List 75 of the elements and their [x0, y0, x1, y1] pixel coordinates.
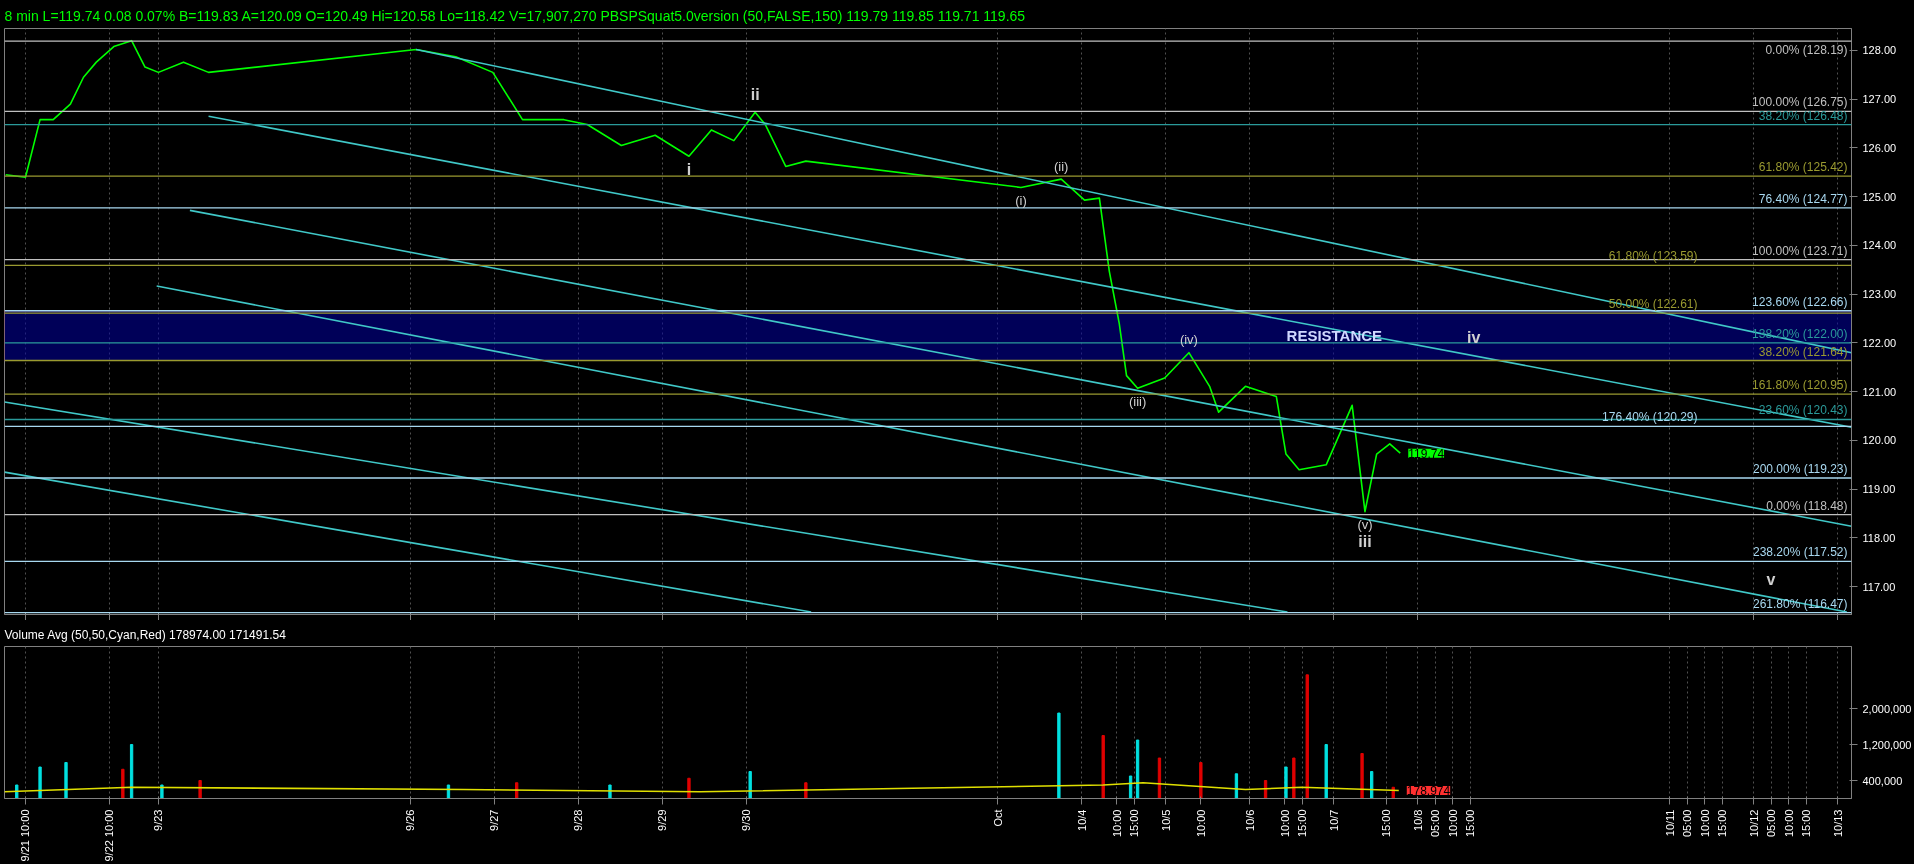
x-tick-label: 05:00	[1681, 809, 1694, 838]
y-tick-label: 119.00	[1862, 483, 1896, 496]
y-tick-label: 128.00	[1862, 44, 1897, 57]
x-tick-label: 15:00	[1128, 809, 1141, 838]
y-tick-label: 122.00	[1862, 336, 1897, 349]
y-tick-label: 118.00	[1862, 531, 1896, 544]
ref-line-label: 38.20% (126.48)	[1758, 108, 1848, 123]
ref-line-label: 200.00% (119.23)	[1752, 461, 1848, 476]
x-tick-label: 10/4	[1075, 809, 1088, 831]
y-tick-label: 120.00	[1862, 434, 1897, 447]
x-tick-label: Oct	[991, 809, 1004, 827]
x-tick-label: 15:00	[1800, 809, 1813, 838]
x-tick-label: 9/29	[656, 809, 669, 831]
x-tick-label: 9/30	[740, 809, 753, 831]
y-tick-label: 127.00	[1862, 93, 1897, 106]
y-tick-label: 1,200,000	[1862, 738, 1912, 751]
annotation: 119.74	[1408, 446, 1445, 461]
ref-line-label: 161.80% (120.95)	[1752, 378, 1848, 393]
text: 8 min L=119.74 0.08 0.07% B=119.83 A=120.09 O=120.49 Hi=120.58 Lo=118.42 V=17,907,270 PBSPSquat5.0version (50,FALSE,150) 119.79 119.85 119.71 119.65	[4, 7, 1026, 24]
y-tick-label: 125.00	[1862, 190, 1897, 203]
ref-line-label: 76.40% (124.77)	[1758, 191, 1848, 206]
y-tick-label: 117.00	[1862, 580, 1896, 593]
x-tick-label: 10:00	[1278, 809, 1291, 838]
x-tick-label: 15:00	[1296, 809, 1309, 838]
annotation: (v)	[1357, 517, 1373, 533]
x-tick-label: 10/12	[1747, 809, 1760, 838]
annotation: (iii)	[1128, 393, 1147, 409]
y-tick-label: 123.00	[1862, 288, 1897, 301]
annotation: 178,974	[1406, 783, 1451, 798]
x-tick-label: 10/6	[1243, 809, 1256, 831]
x-tick-label: 05:00	[1765, 809, 1778, 838]
y-tick-label: 124.00	[1862, 239, 1897, 252]
x-tick-label: 10/8	[1411, 809, 1424, 831]
y-tick-label: 2,000,000	[1862, 702, 1912, 715]
x-tick-label: 9/23	[152, 809, 165, 831]
x-tick-label: 9/28	[572, 809, 585, 831]
x-tick-label: 10/11	[1663, 809, 1676, 837]
x-tick-label: 15:00	[1464, 809, 1477, 838]
annotation: i	[686, 160, 692, 178]
x-tick-label: 9/21 10:00	[19, 809, 32, 862]
annotation: ii	[750, 85, 760, 103]
annotation: iii	[1358, 533, 1372, 551]
x-tick-label: 10/5	[1159, 809, 1172, 831]
ref-line-label: 38.20% (121.64)	[1758, 344, 1848, 359]
x-tick-label: 10:00	[1110, 809, 1123, 838]
x-tick-label: 9/26	[404, 809, 417, 831]
x-tick-label: 15:00	[1716, 809, 1729, 838]
x-tick-label: 10:00	[1446, 809, 1459, 838]
y-tick-label: 126.00	[1862, 141, 1897, 154]
ref-line-label: 0.00% (128.19)	[1765, 43, 1848, 58]
x-tick-label: 15:00	[1380, 809, 1393, 838]
ref-line-label: 100.00% (123.71)	[1752, 243, 1848, 258]
x-tick-label: 10:00	[1782, 809, 1795, 838]
ref-line-label: 238.20% (117.52)	[1752, 545, 1848, 560]
x-tick-label: 10/13	[1831, 809, 1844, 838]
ref-line-label: 261.80% (116.47)	[1752, 596, 1848, 611]
annotation: (ii)	[1054, 158, 1069, 174]
annotation: (iv)	[1179, 332, 1198, 348]
annotation: v	[1766, 570, 1776, 588]
ref-line-label: 123.60% (122.66)	[1752, 294, 1848, 309]
x-tick-label: 10:00	[1194, 809, 1207, 838]
text: Volume Avg (50,50,Cyan,Red) 178974.00 171491.54	[4, 627, 287, 642]
x-tick-label: 9/27	[488, 809, 501, 831]
annotation: (i)	[1015, 192, 1027, 208]
annotation: iv	[1467, 329, 1481, 347]
ref-line-label: 100.00% (126.75)	[1752, 95, 1848, 110]
x-tick-label: 05:00	[1429, 809, 1442, 838]
x-tick-label: 10:00	[1698, 809, 1711, 838]
y-tick-label: 121.00	[1862, 385, 1897, 398]
ref-line-label: 0.00% (118.48)	[1766, 498, 1848, 513]
x-tick-label: 10/7	[1327, 809, 1340, 831]
y-tick-label: 400,000	[1862, 774, 1903, 787]
band-label: RESISTANCE	[1286, 327, 1383, 345]
ref-line-label: 61.80% (125.42)	[1758, 160, 1848, 175]
x-tick-label: 9/22 10:00	[103, 809, 116, 862]
